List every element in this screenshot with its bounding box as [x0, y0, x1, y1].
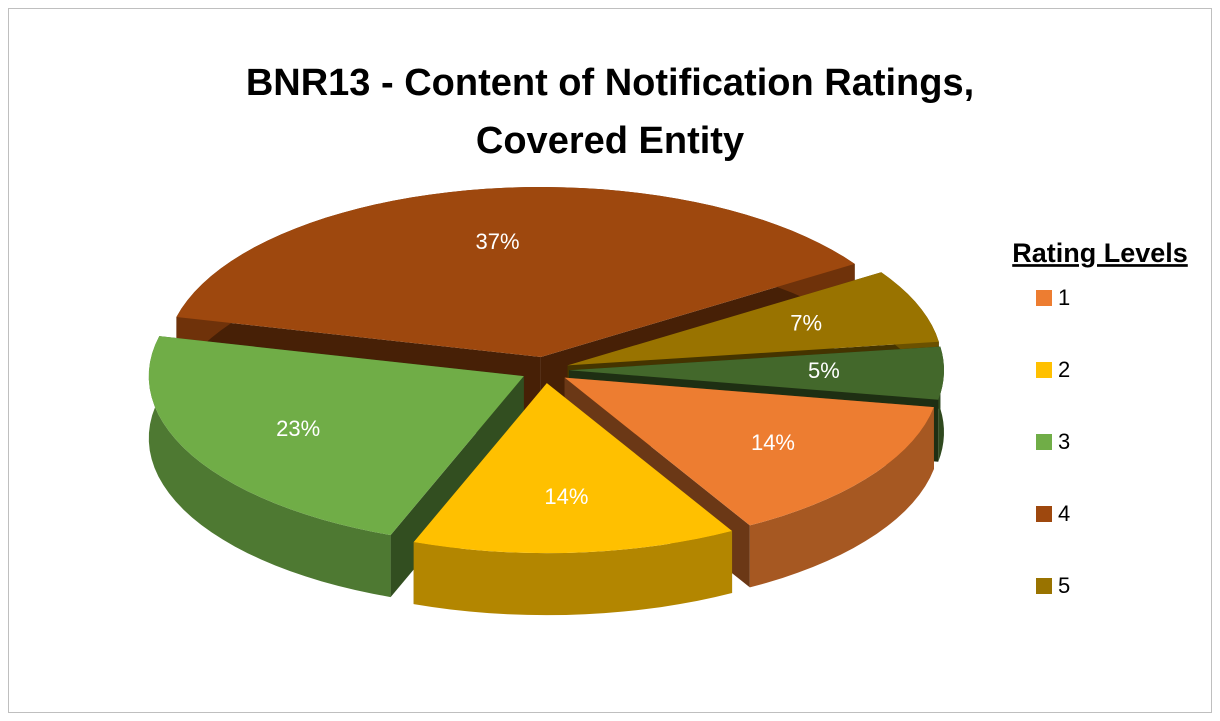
legend-label: 4 — [1058, 501, 1070, 526]
slice — [413, 383, 733, 554]
slice-side — [749, 407, 934, 588]
data-label: 14% — [544, 484, 588, 509]
legend-label: 5 — [1058, 573, 1070, 598]
data-label: 14% — [751, 430, 795, 455]
legend-swatch — [1036, 434, 1052, 450]
legend-label: 1 — [1058, 285, 1070, 310]
legend-swatch — [1036, 290, 1052, 306]
slice — [568, 346, 944, 400]
slice — [148, 336, 524, 536]
legend-swatch — [1036, 362, 1052, 378]
slice — [176, 187, 855, 357]
legend-label: 2 — [1058, 357, 1070, 382]
legend-label: 3 — [1058, 429, 1070, 454]
data-label: 37% — [475, 229, 519, 254]
slice-side — [413, 530, 733, 616]
slice: 14% — [413, 383, 733, 616]
data-label: 23% — [276, 416, 320, 441]
data-label: 7% — [790, 310, 822, 335]
legend-title: Rating Levels — [1012, 238, 1188, 268]
chart-title: BNR13 - Content of Notification Ratings, — [246, 62, 974, 104]
legend-swatch — [1036, 578, 1052, 594]
data-label: 5% — [808, 358, 840, 383]
slice-side — [148, 336, 391, 598]
chart-title: Covered Entity — [476, 120, 744, 162]
slice — [567, 272, 939, 366]
slice — [564, 377, 934, 526]
legend-swatch — [1036, 506, 1052, 522]
